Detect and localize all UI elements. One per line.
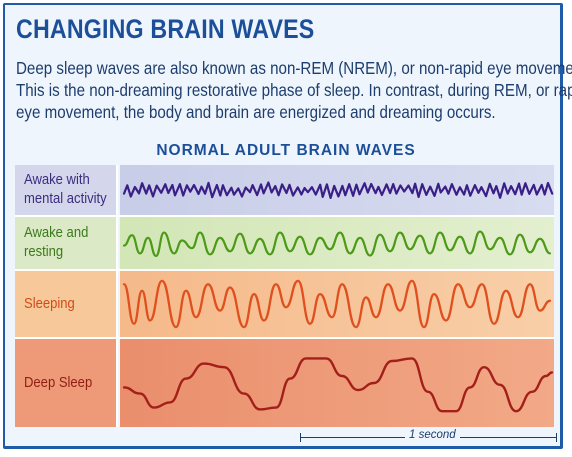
- scale-tick-right: [556, 433, 557, 442]
- page-title: CHANGING BRAIN WAVES: [16, 14, 315, 44]
- chart-subtitle: NORMAL ADULT BRAIN WAVES: [156, 142, 416, 159]
- row-deep-sleep: Deep Sleep: [15, 339, 554, 427]
- row-label: Sleeping: [15, 271, 118, 337]
- time-scale-bar: 1 second: [300, 429, 557, 447]
- scale-tick-left: [300, 433, 301, 442]
- row-label-line: Deep Sleep: [24, 374, 93, 391]
- brain-wave-chart: Awake with mental activity Awake and res…: [15, 165, 554, 427]
- wave-awake-mental: [122, 181, 554, 200]
- row-sleeping: Sleeping: [15, 271, 554, 339]
- wave-sleeping: [122, 279, 552, 329]
- row-label-line: Sleeping: [24, 295, 75, 312]
- row-label-line: Awake and: [24, 225, 89, 241]
- row-awake-resting: Awake and resting: [15, 217, 554, 271]
- scale-label: 1 second: [405, 429, 460, 441]
- row-label-line: resting: [24, 244, 64, 260]
- row-label: Deep Sleep: [15, 339, 118, 427]
- wave-track: [120, 271, 554, 337]
- intro-paragraph: Deep sleep waves are also known as non-R…: [16, 57, 572, 123]
- wave-track: [120, 339, 554, 427]
- intro-line: eye movement, the body and brain are ene…: [16, 102, 496, 122]
- intro-line: Deep sleep waves are also known as non-R…: [16, 58, 572, 78]
- row-awake-mental-activity: Awake with mental activity: [15, 165, 554, 217]
- intro-line: This is the non-dreaming restorative pha…: [16, 80, 572, 100]
- row-label: Awake with mental activity: [15, 165, 118, 215]
- wave-track: [120, 165, 554, 215]
- row-label-line: mental activity: [24, 191, 107, 207]
- wave-track: [120, 217, 554, 269]
- wave-awake-resting: [122, 230, 552, 258]
- wave-deep-sleep: [122, 357, 554, 413]
- row-label-line: Awake with: [24, 172, 90, 188]
- row-label: Awake and resting: [15, 217, 118, 269]
